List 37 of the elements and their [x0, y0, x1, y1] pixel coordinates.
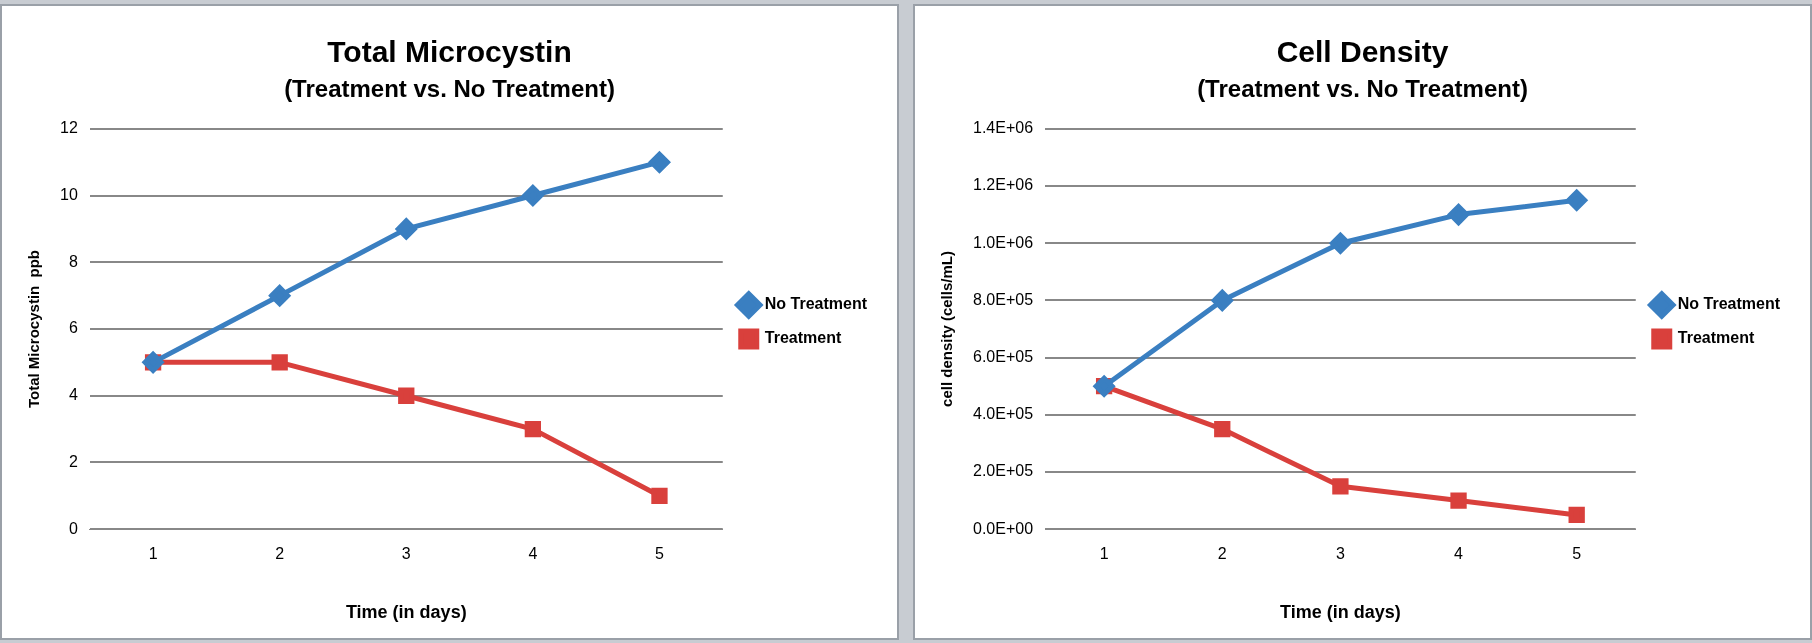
- y-tick-label: 8.0E+05: [972, 290, 1034, 308]
- x-tick-label: 1: [1099, 545, 1109, 563]
- y-tick-label: 10: [60, 185, 78, 203]
- legend-label: Treatment: [764, 329, 842, 347]
- y-tick-label: 4: [68, 386, 78, 404]
- x-tick-label: 3: [401, 545, 411, 563]
- x-tick-label: 5: [655, 545, 665, 563]
- y-tick-label: 6.0E+05: [972, 348, 1034, 366]
- x-tick-label: 5: [1572, 545, 1582, 563]
- x-tick-label: 4: [528, 545, 538, 563]
- y-tick-label: 2: [68, 452, 78, 470]
- y-tick-label: 1.2E+06: [972, 176, 1034, 194]
- y-tick-label: 8: [68, 252, 78, 270]
- y-tick-label: 0.0E+00: [972, 519, 1034, 537]
- chart-title: Total Microcystin: [327, 35, 572, 69]
- y-tick-label: 1.0E+06: [972, 233, 1034, 251]
- chart-subtitle: (Treatment vs. No Treatment): [284, 75, 615, 103]
- y-tick-label: 1.4E+06: [972, 119, 1034, 137]
- y-tick-label: 0: [68, 519, 78, 537]
- chart-title: Cell Density: [1276, 35, 1449, 69]
- y-tick-label: 12: [60, 119, 78, 137]
- y-tick-label: 2.0E+05: [972, 462, 1034, 480]
- legend-label: No Treatment: [1677, 295, 1781, 313]
- y-tick-label: 6: [68, 319, 78, 337]
- x-axis-title: Time (in days): [1280, 602, 1401, 623]
- x-tick-label: 2: [275, 545, 285, 563]
- y-axis-title: Total Microcystin ppb: [25, 249, 43, 409]
- x-tick-label: 1: [148, 545, 158, 563]
- y-tick-label: 4.0E+05: [972, 405, 1034, 423]
- x-tick-label: 3: [1335, 545, 1345, 563]
- y-axis-title: cell density (cells/mL): [938, 251, 956, 407]
- x-axis-title: Time (in days): [345, 602, 467, 623]
- chart-subtitle: (Treatment vs. No Treatment): [1197, 75, 1528, 103]
- x-tick-label: 2: [1217, 545, 1227, 563]
- legend-label: No Treatment: [764, 295, 868, 313]
- legend-label: Treatment: [1677, 329, 1755, 347]
- x-tick-label: 4: [1454, 545, 1464, 563]
